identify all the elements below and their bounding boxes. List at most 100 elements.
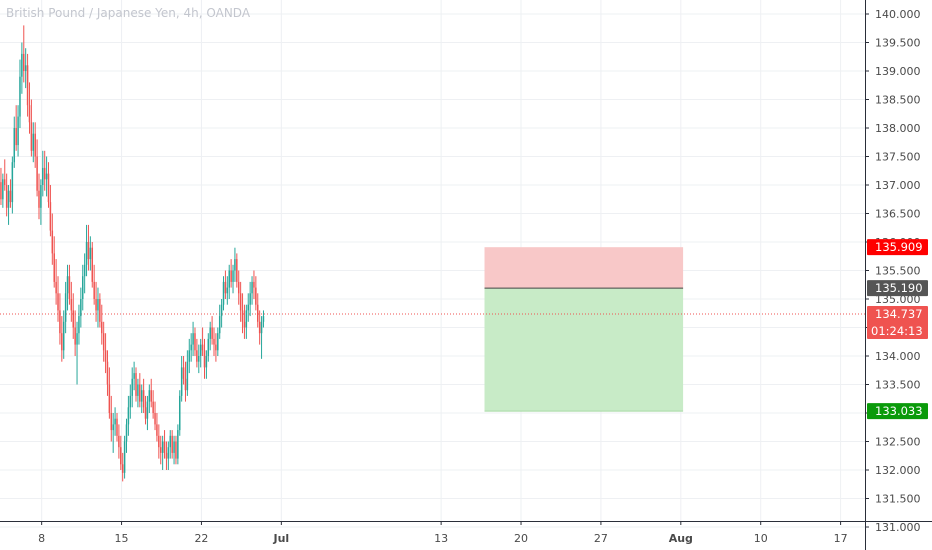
candle[interactable] [249,281,251,317]
candle[interactable] [62,310,65,359]
candle[interactable] [156,413,158,442]
candle[interactable] [53,236,55,288]
candle[interactable] [118,424,120,459]
candle[interactable] [74,310,76,356]
candle[interactable] [89,236,92,271]
candle[interactable] [152,390,154,419]
candle[interactable] [198,344,200,374]
candle[interactable] [161,435,164,470]
candle[interactable] [15,105,17,151]
candle[interactable] [51,213,54,265]
candle[interactable] [179,390,181,436]
candle[interactable] [207,333,210,362]
candle[interactable] [95,281,97,322]
candle[interactable] [243,304,246,339]
candle[interactable] [76,321,78,385]
candle[interactable] [110,395,113,442]
candle[interactable] [32,122,35,163]
candles[interactable] [0,25,265,482]
candle[interactable] [26,53,29,117]
candle[interactable] [72,293,74,339]
candle[interactable] [150,378,152,408]
candle[interactable] [123,435,126,479]
candle[interactable] [186,350,189,396]
candle[interactable] [121,452,124,482]
candle[interactable] [142,378,145,413]
candle[interactable] [226,276,229,305]
candle[interactable] [131,367,133,408]
candle[interactable] [120,435,122,470]
candle[interactable] [245,304,248,339]
candle[interactable] [234,247,236,282]
candle[interactable] [232,264,234,294]
candle[interactable] [258,310,261,345]
candle[interactable] [112,413,114,453]
candle[interactable] [21,42,23,94]
candle[interactable] [4,159,6,191]
candle[interactable] [57,276,59,322]
candle[interactable] [81,264,84,311]
candle[interactable] [241,293,244,334]
candle[interactable] [224,270,227,300]
candle[interactable] [59,293,61,345]
candle[interactable] [30,99,33,157]
candle[interactable] [230,259,232,288]
candle[interactable] [203,338,206,379]
candle[interactable] [217,327,219,357]
candle[interactable] [218,304,221,339]
candle[interactable] [247,293,249,322]
candle[interactable] [5,173,8,217]
candle[interactable] [201,327,204,357]
candle[interactable] [116,413,118,442]
candle[interactable] [64,281,67,334]
candle[interactable] [47,162,50,208]
candle[interactable] [28,82,31,134]
candle[interactable] [42,150,44,197]
candle[interactable] [83,253,86,294]
candle[interactable] [211,316,213,345]
candle[interactable] [36,139,38,197]
candle[interactable] [251,276,253,305]
candle[interactable] [196,338,198,368]
candle[interactable] [165,441,168,471]
candle[interactable] [135,367,137,402]
candle[interactable] [23,25,25,83]
candle[interactable] [38,173,40,220]
candle[interactable] [87,224,90,271]
candle[interactable] [260,316,263,359]
candle[interactable] [97,287,99,328]
candle[interactable] [93,264,95,305]
candle[interactable] [163,430,166,459]
candle[interactable] [34,122,36,168]
candle[interactable] [171,430,173,459]
candle[interactable] [213,327,215,357]
candle[interactable] [167,441,170,471]
candle[interactable] [0,167,2,205]
candle[interactable] [262,310,265,328]
candle[interactable] [194,327,196,357]
candle[interactable] [91,242,94,288]
candle[interactable] [104,333,107,374]
candle[interactable] [237,270,240,305]
candle[interactable] [184,361,187,402]
candle[interactable] [257,293,259,328]
candle[interactable] [173,435,175,465]
candle[interactable] [140,384,143,414]
candle[interactable] [199,338,202,368]
candle[interactable] [49,185,52,237]
candle[interactable] [158,424,160,459]
candle[interactable] [255,276,257,311]
position-tool[interactable] [484,247,684,412]
candle[interactable] [129,384,132,419]
candle[interactable] [175,435,177,465]
candle[interactable] [236,253,238,288]
candle[interactable] [146,395,149,431]
candle[interactable] [78,304,80,345]
candle[interactable] [253,270,255,300]
candle[interactable] [13,116,16,168]
candle[interactable] [43,150,46,191]
candle[interactable] [61,316,63,362]
candle[interactable] [24,48,27,89]
